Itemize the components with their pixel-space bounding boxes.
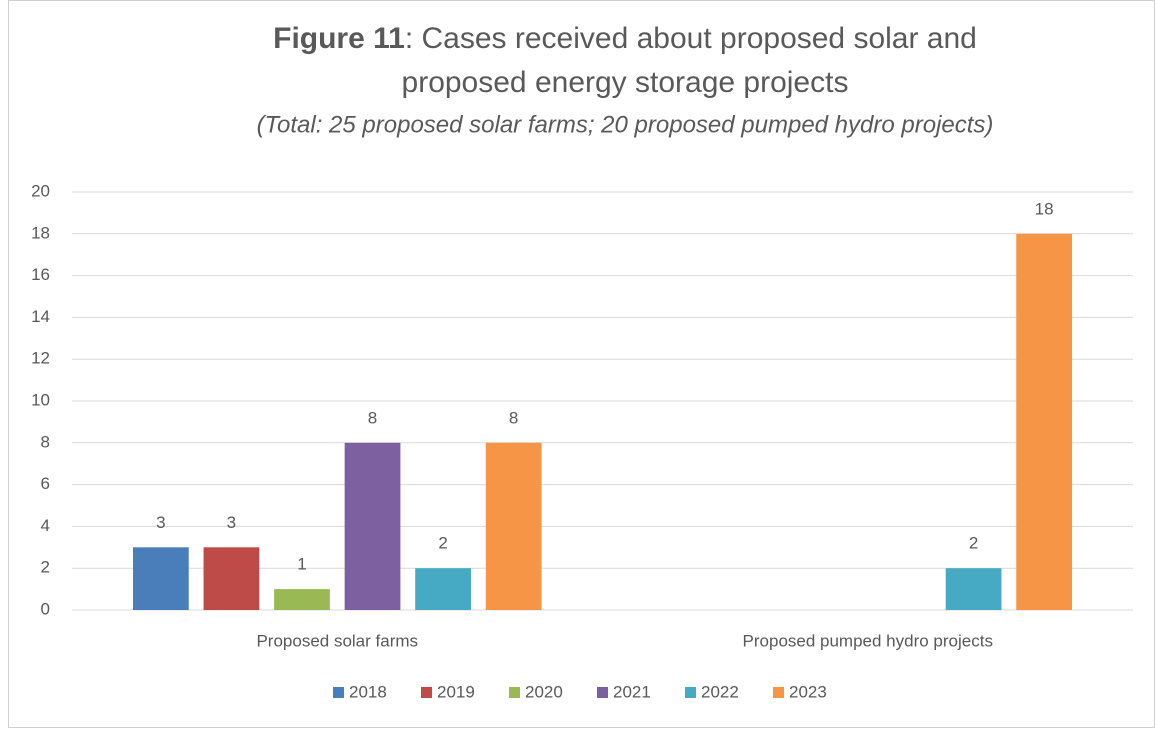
legend-swatch xyxy=(597,687,608,698)
y-tick-label: 2 xyxy=(41,558,50,577)
figure-label: Figure 11 xyxy=(273,22,405,55)
y-tick-label: 10 xyxy=(31,390,50,409)
data-label: 1 xyxy=(297,555,306,574)
legend-label: 2018 xyxy=(349,682,387,701)
bar xyxy=(485,442,542,610)
y-tick-label: 0 xyxy=(41,599,50,618)
bar xyxy=(274,589,330,610)
chart-frame xyxy=(8,0,1155,728)
y-tick-label: 12 xyxy=(31,349,50,368)
data-label: 3 xyxy=(227,513,236,532)
y-tick-label: 14 xyxy=(31,307,50,326)
data-label: 2 xyxy=(438,534,447,553)
title-line: : Cases received about proposed solar an… xyxy=(405,22,977,55)
legend-swatch xyxy=(333,687,344,698)
legend-swatch xyxy=(685,687,696,698)
x-tick-label: Proposed solar farms xyxy=(256,631,418,650)
y-tick-label: 16 xyxy=(31,265,50,284)
y-tick-label: 18 xyxy=(31,223,50,242)
chart-title: Figure 11: Cases received about proposed… xyxy=(273,22,977,55)
bar xyxy=(132,547,189,610)
y-tick-label: 4 xyxy=(41,516,50,535)
bar xyxy=(1016,233,1073,611)
data-label: 8 xyxy=(509,408,518,427)
data-label: 18 xyxy=(1035,199,1054,218)
data-label: 3 xyxy=(156,513,165,532)
data-label: 8 xyxy=(368,408,377,427)
title-line: proposed energy storage projects xyxy=(402,66,849,99)
data-label: 2 xyxy=(969,534,978,553)
legend-label: 2021 xyxy=(613,682,651,701)
y-tick-label: 20 xyxy=(31,181,50,200)
bar xyxy=(945,568,1002,610)
legend-label: 2023 xyxy=(789,682,827,701)
y-tick-label: 6 xyxy=(41,474,50,493)
legend-swatch xyxy=(509,687,520,698)
bar xyxy=(344,442,401,610)
legend-label: 2019 xyxy=(437,682,475,701)
x-tick-label: Proposed pumped hydro projects xyxy=(743,631,993,650)
bar xyxy=(415,568,471,610)
bar xyxy=(203,547,260,610)
chart-subtitle: (Total: 25 proposed solar farms; 20 prop… xyxy=(257,111,994,138)
legend-swatch xyxy=(773,687,784,698)
y-tick-label: 8 xyxy=(41,432,50,451)
legend-label: 2022 xyxy=(701,682,739,701)
legend-label: 2020 xyxy=(525,682,563,701)
legend-swatch xyxy=(421,687,432,698)
